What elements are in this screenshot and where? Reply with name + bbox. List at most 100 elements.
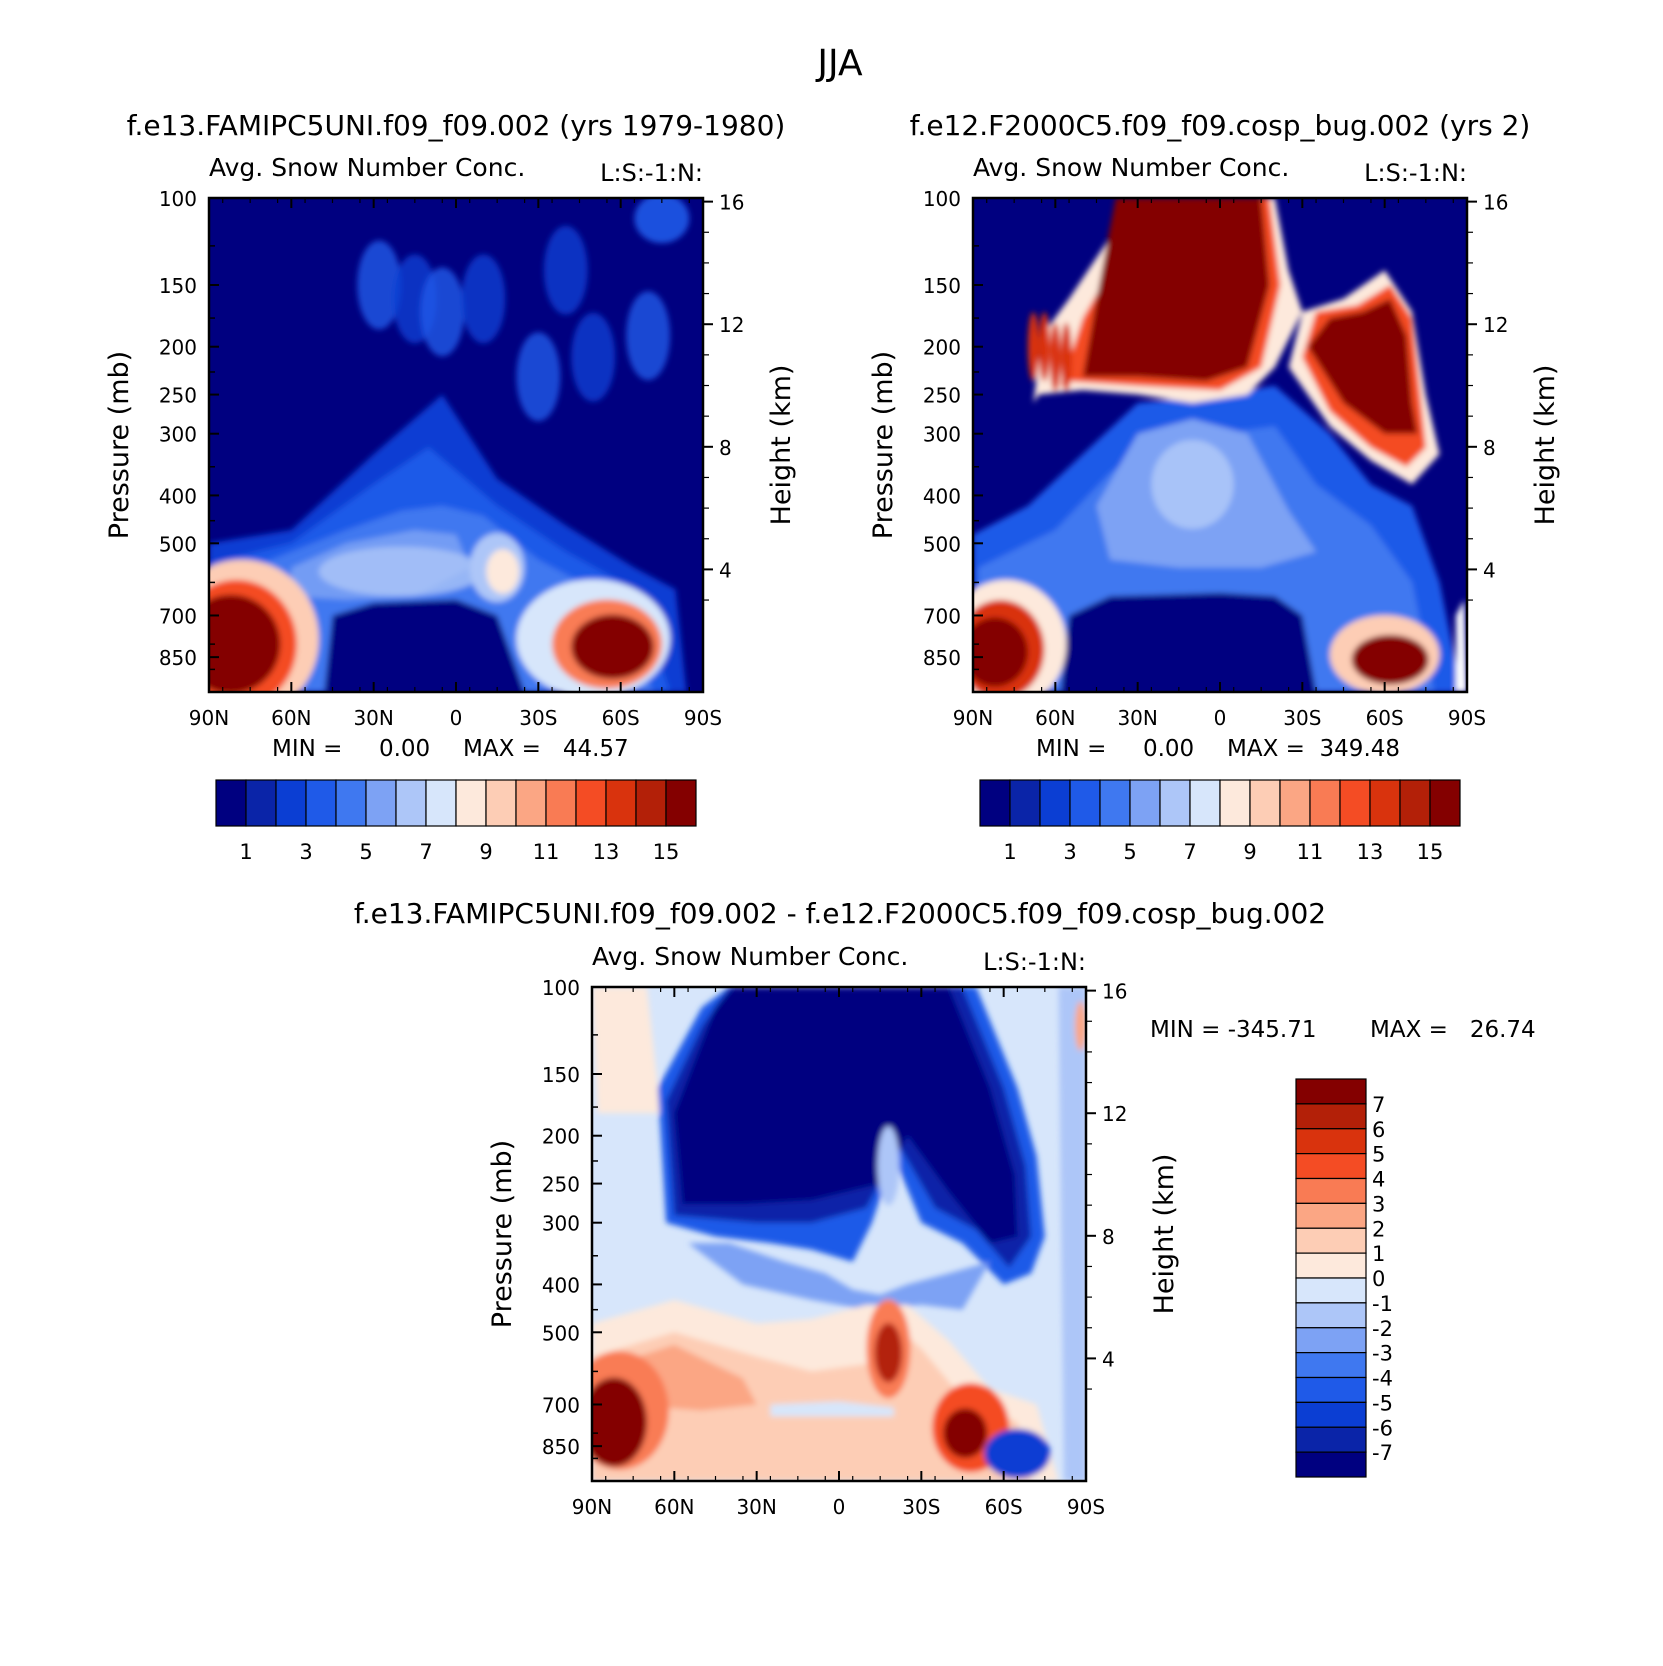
- x-tick-label: 90N: [953, 706, 993, 730]
- colorbar-box: [1295, 1128, 1367, 1155]
- upper-level-streak: [634, 198, 690, 244]
- contour-level-neg8: [674, 987, 1018, 1244]
- panel-difference: f.e13.FAMIPC5UNI.f09_f09.002 - f.e12.F20…: [354, 897, 1536, 1519]
- colorbar-box: [1249, 779, 1281, 827]
- y-tick-label: 150: [923, 274, 961, 298]
- y-tick-label: 250: [159, 384, 197, 408]
- colorbar-box: [1295, 1302, 1367, 1329]
- y-tick-label: 200: [923, 336, 961, 360]
- right-string-left: L:S:-1:N:: [600, 159, 703, 187]
- contour-level-9: [486, 549, 520, 594]
- contour-level-neg1: [770, 1401, 894, 1417]
- colorbar-label: 9: [1243, 840, 1256, 864]
- upper-level-streak: [420, 267, 465, 357]
- case-title-left: f.e13.FAMIPC5UNI.f09_f09.002 (yrs 1979-1…: [127, 109, 786, 142]
- colorbar-label: 7: [1183, 840, 1196, 864]
- y-tick-label: 250: [923, 384, 961, 408]
- x-tick-label: 60N: [654, 1495, 694, 1519]
- colorbar-label: 13: [1357, 840, 1384, 864]
- x-tick-label: 30N: [736, 1495, 776, 1519]
- y-tick-label: 500: [159, 532, 197, 556]
- contour-level-16: [1082, 198, 1270, 382]
- colorbar-label: 15: [1417, 840, 1444, 864]
- colorbar-box: [1339, 779, 1371, 827]
- colorbar-box: [1295, 1227, 1367, 1254]
- colorbar-label: 2: [1372, 1217, 1385, 1241]
- contour-level-7: [1151, 439, 1234, 529]
- x-tick-label: 60N: [1035, 706, 1075, 730]
- colorbar-box: [335, 779, 367, 827]
- colorbar-box: [1009, 779, 1041, 827]
- colorbar-box: [1295, 1103, 1367, 1130]
- y-tick-label: 200: [542, 1125, 580, 1149]
- contour-level-pos3: [1075, 1001, 1086, 1051]
- right-string-diff: L:S:-1:N:: [983, 948, 1086, 976]
- contour-level-pos8: [592, 1377, 647, 1467]
- y-tick-label: 300: [159, 423, 197, 447]
- colorbar-box: [665, 779, 697, 827]
- upper-level-streak: [461, 254, 506, 344]
- min-label-left: MIN = 0.00: [272, 736, 430, 762]
- colorbar-box: [1069, 779, 1101, 827]
- contour-level-16: [1307, 298, 1418, 434]
- colorbar-label: 0: [1372, 1267, 1385, 1291]
- colorbar-label: 7: [419, 840, 432, 864]
- x-tick-label: 60S: [985, 1495, 1023, 1519]
- max-label-right: MAX = 349.48: [1227, 736, 1400, 762]
- contour-level-7: [318, 546, 484, 597]
- x-tick-label: 30S: [519, 706, 557, 730]
- x-tick-label: 30S: [902, 1495, 940, 1519]
- y-tick-label: 400: [159, 484, 197, 508]
- x-tick-label: 60S: [602, 706, 640, 730]
- y2-tick-label: 12: [1483, 313, 1508, 337]
- upper-level-streak: [1049, 322, 1061, 392]
- colorbar-box: [1429, 779, 1461, 827]
- upper-level-streak: [571, 312, 616, 402]
- colorbar-label: -1: [1372, 1292, 1393, 1316]
- y-tick-label: 700: [159, 604, 197, 628]
- colorbar-box: [1039, 779, 1071, 827]
- contour-level-16: [209, 594, 281, 692]
- y2-tick-label: 16: [719, 191, 744, 215]
- colorbar-box: [1295, 1252, 1367, 1279]
- subtitle-left: Avg. Snow Number Conc.: [209, 153, 525, 182]
- upper-level-streak: [357, 240, 402, 330]
- subtitle-right: Avg. Snow Number Conc.: [973, 153, 1289, 182]
- colorbar-label: 1: [239, 840, 252, 864]
- max-label-left: MAX = 44.57: [463, 736, 629, 762]
- y-tick-label: 400: [923, 484, 961, 508]
- colorbar-box: [575, 779, 607, 827]
- colorbar-label: 6: [1372, 1118, 1385, 1142]
- contour-level-1: [324, 599, 525, 692]
- colorbar-label: 7: [1372, 1093, 1385, 1117]
- y-tick-label: 150: [159, 274, 197, 298]
- colorbar-box: [515, 779, 547, 827]
- colorbar-box: [305, 779, 337, 827]
- colorbar-box: [635, 779, 667, 827]
- colorbar-box: [1279, 779, 1311, 827]
- x-tick-label: 90S: [684, 706, 722, 730]
- colorbar-box: [1295, 1352, 1367, 1379]
- min-label-diff: MIN = -345.71: [1150, 1017, 1317, 1043]
- colorbar-label: 11: [533, 840, 560, 864]
- y-tick-label: 100: [542, 976, 580, 1000]
- colorbar-label: 3: [1063, 840, 1076, 864]
- colorbar-box: [215, 779, 247, 827]
- figure-title: JJA: [815, 43, 863, 84]
- x-tick-label: 0: [1214, 706, 1227, 730]
- colorbar-box: [1189, 779, 1221, 827]
- colorbar-box: [1295, 1153, 1367, 1180]
- colorbar-label: 5: [1372, 1143, 1385, 1167]
- colorbar-box: [1159, 779, 1191, 827]
- colorbar-box: [1399, 779, 1431, 827]
- colorbar-label: 15: [653, 840, 680, 864]
- x-tick-label: 90S: [1067, 1495, 1105, 1519]
- right-string-right: L:S:-1:N:: [1364, 159, 1467, 187]
- colorbar-box: [1295, 1426, 1367, 1453]
- ylabel-diff: Pressure (mb): [487, 1140, 518, 1328]
- colorbar-label: 13: [593, 840, 620, 864]
- y-tick-label: 700: [542, 1393, 580, 1417]
- y-tick-label: 850: [923, 646, 961, 670]
- panel-left: f.e13.FAMIPC5UNI.f09_f09.002 (yrs 1979-1…: [104, 109, 797, 864]
